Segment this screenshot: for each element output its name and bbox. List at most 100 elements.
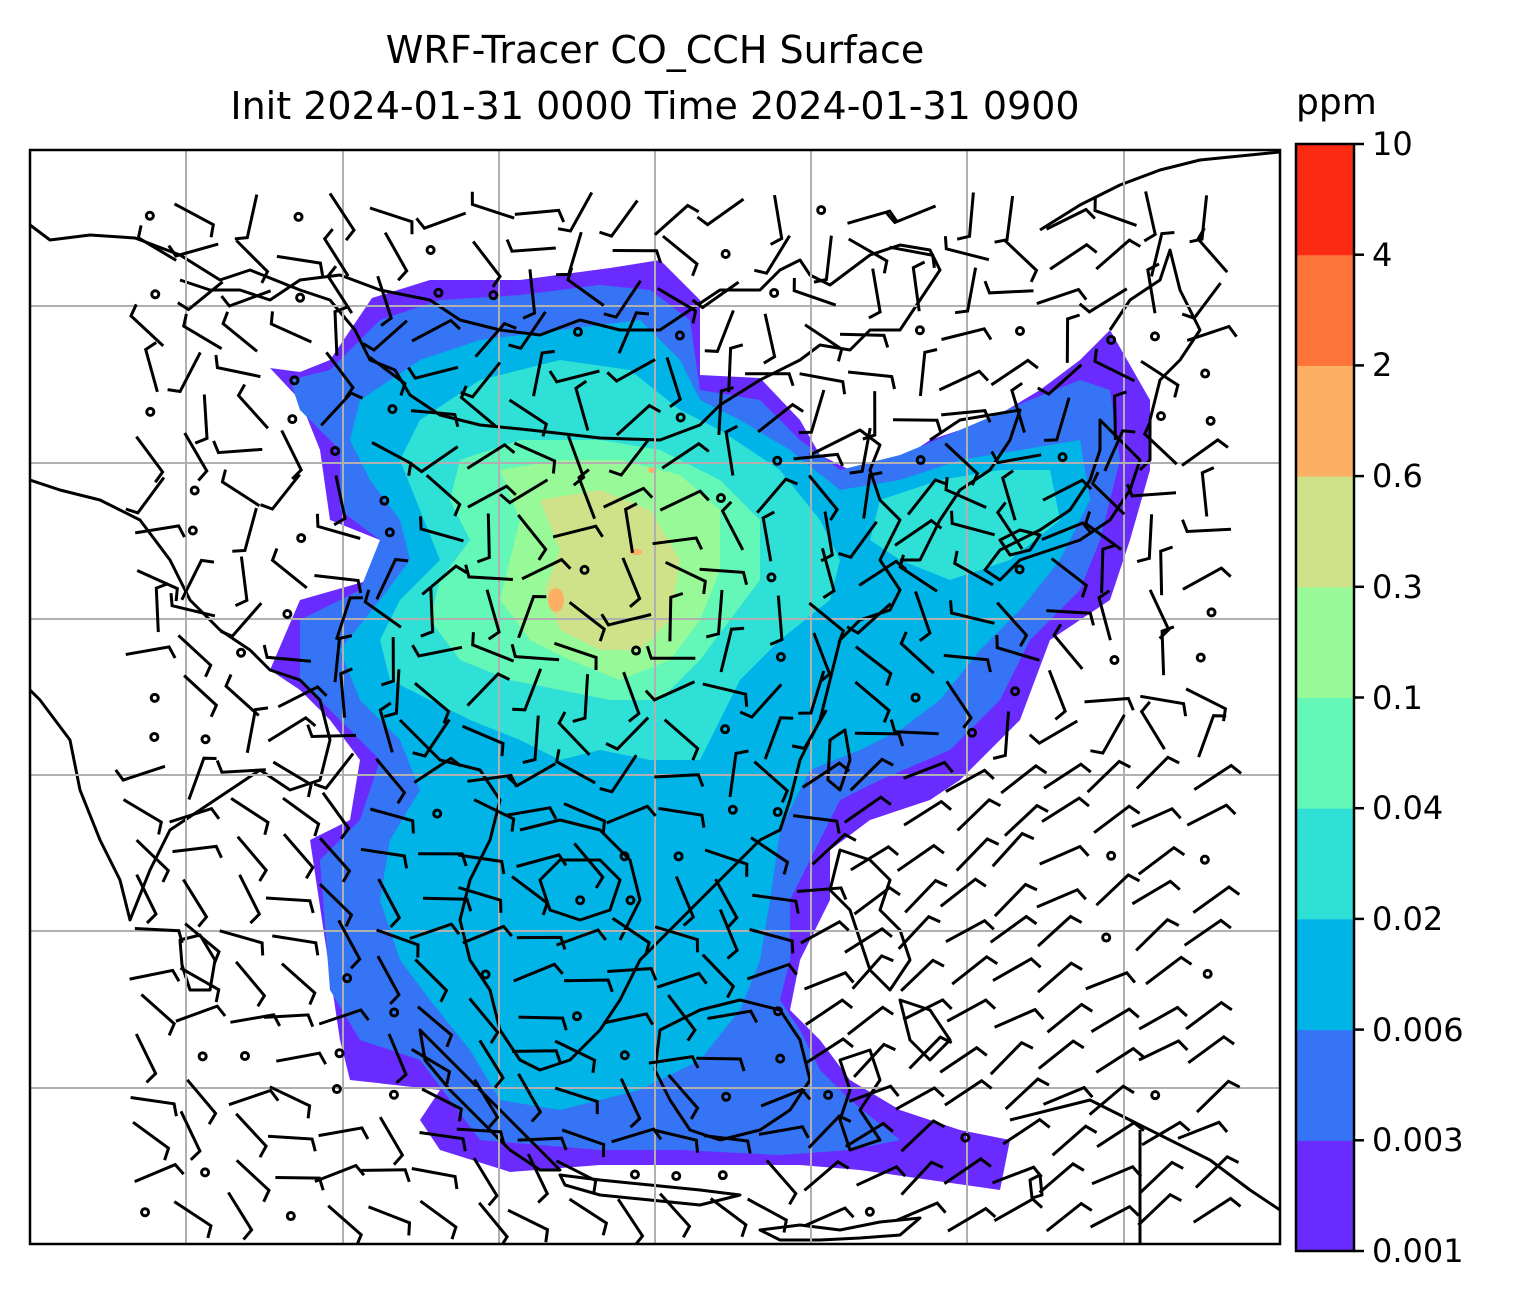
wind-barb [460,361,502,399]
wind-barb [1113,390,1127,441]
calm-wind-marker [823,1089,834,1100]
wind-barb [728,749,749,798]
wind-barb [946,998,997,1023]
wind-barb [367,1205,412,1236]
wind-barb [375,757,407,805]
wind-barb [994,1007,1045,1029]
calm-wind-marker [1106,850,1117,861]
field-level-4b [870,470,1060,580]
colorbar-segment [1296,808,1354,920]
wind-barb [993,882,1038,918]
wind-barb [803,971,855,991]
wind-barb [602,486,654,509]
map-area [30,150,1280,1244]
wind-barb [507,1208,550,1243]
colorbar-tick-label: 0.006 [1372,1010,1464,1049]
wind-barb [1046,1002,1094,1034]
wind-barb [603,1012,655,1026]
wind-barb [846,602,892,635]
wind-barb [276,254,325,276]
wind-barb [1065,313,1081,363]
wind-barb [702,682,749,707]
calm-wind-marker [1014,326,1025,337]
calm-wind-marker [766,572,777,583]
wind-barb [1137,845,1186,876]
wind-barb [1200,466,1215,517]
wind-barb [154,582,169,633]
wind-barb [1142,421,1178,466]
wind-barb [902,760,954,780]
wind-barb [234,194,259,241]
wind-barb [608,439,650,477]
wind-barb [268,1134,317,1152]
calm-wind-marker [389,1007,400,1018]
wind-barb [811,832,857,866]
calm-wind-marker [1195,652,1206,663]
wind-barb [1003,239,1039,283]
wind-barb [136,225,177,262]
wind-barb [414,958,449,1003]
wind-barb [995,634,1040,662]
wind-barb [387,1033,408,1084]
wind-barb [169,806,221,824]
wind-barb [763,313,777,365]
wind-barb [513,441,557,474]
calm-wind-marker [1155,411,1166,422]
wind-barb [1038,1162,1085,1194]
wind-barb [478,1201,509,1244]
wind-barb [1146,262,1160,314]
calm-wind-marker [675,412,686,423]
wind-barb [375,557,409,600]
wind-barb [412,718,451,758]
wind-barb [376,928,420,958]
wind-barb [1000,764,1048,795]
calm-wind-marker [1057,452,1068,463]
wind-barb [230,1013,282,1027]
wind-barb [182,313,223,350]
wind-barb [129,303,165,347]
calm-wind-marker [915,455,926,466]
wind-barb [419,1131,467,1152]
wind-barb [177,634,213,678]
wind-barb [645,645,696,660]
wind-barb [122,798,163,835]
wind-barb [125,645,177,659]
wind-barb [337,919,362,970]
wind-barb [995,501,1024,550]
wind-barb [801,761,851,789]
wind-barb [707,1009,759,1024]
calm-wind-marker [480,969,491,980]
calm-wind-marker [674,330,685,341]
wind-barb [1182,566,1232,591]
wind-barb [410,1048,452,1085]
wind-barb [1138,1039,1189,1062]
wind-barb [276,1051,328,1065]
wind-barb [554,1086,599,1115]
wind-barb [516,935,567,950]
calm-wind-marker [149,731,160,742]
wind-barb [554,1039,597,1074]
calm-wind-marker [1150,1090,1161,1101]
wind-barb [696,197,745,227]
wind-barb [471,632,515,663]
wind-barb [906,478,948,516]
wind-barb [862,391,877,441]
wind-barb [506,806,558,820]
wind-barb [758,1125,810,1139]
colorbar-segment [1296,476,1354,588]
calm-wind-marker [1106,334,1117,345]
wind-barb [410,445,459,474]
wind-barb [653,1128,699,1153]
wind-barb [556,928,607,947]
wind-barb [908,1035,953,1070]
wind-barb [282,796,321,837]
wind-barb [267,715,317,743]
wind-barb [186,1078,218,1125]
wind-barb [1140,694,1188,717]
colorbar [1294,142,1364,1253]
wind-barb [896,843,945,872]
wind-barb [383,669,401,719]
wind-barb [1143,191,1157,243]
wind-barb [265,896,315,914]
